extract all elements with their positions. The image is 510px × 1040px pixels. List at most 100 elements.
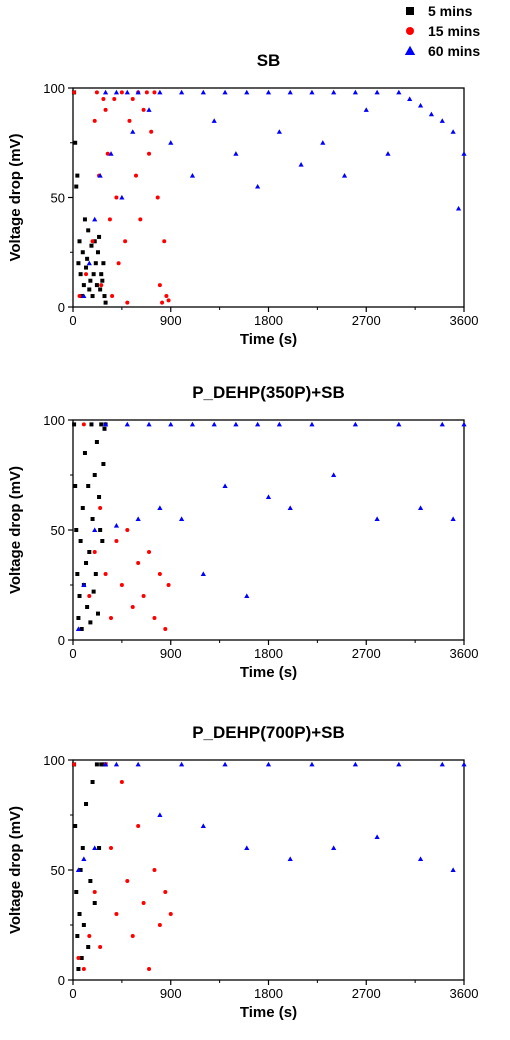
data-point [255,183,261,189]
chart-title: P_DEHP(350P)+SB [192,383,345,402]
data-point [108,151,114,156]
data-point [147,550,152,554]
data-point [374,834,380,839]
data-point [138,217,143,222]
data-point [341,173,348,178]
data-point [125,879,130,883]
data-point [168,912,173,916]
data-point [81,293,87,299]
data-point [78,539,83,543]
data-point [352,761,358,767]
data-point [133,173,138,178]
data-point [93,572,98,576]
data-point [98,506,103,510]
data-point [135,89,141,95]
data-point [455,205,462,211]
data-point [99,422,104,427]
data-point [147,967,152,971]
data-point [119,583,124,587]
x-tick-label: 3600 [450,986,479,1001]
data-point [141,594,146,598]
data-point [77,912,82,916]
data-point [74,184,79,189]
data-point [114,912,119,916]
series [72,762,108,971]
data-point [136,824,141,828]
data-point [82,451,87,455]
data-point [92,901,97,905]
y-axis-label: Voltage drop (mV) [7,806,24,934]
data-point [98,528,103,532]
data-point [78,868,83,872]
data-point [119,194,125,200]
data-point [99,762,104,767]
data-point [450,867,456,872]
data-point [94,90,99,95]
data-point [101,261,106,266]
data-point [92,118,97,123]
data-point [222,483,228,488]
data-point [86,260,92,266]
data-point [100,539,105,543]
data-point [331,845,337,850]
data-point [80,250,85,255]
data-point [255,421,261,427]
data-point [276,129,282,134]
data-point [396,761,402,767]
data-point [90,517,95,521]
data-point [130,129,136,134]
data-point [81,967,86,971]
data-point [88,879,93,883]
data-point [147,151,152,156]
data-point [114,195,119,200]
x-tick-label: 0 [69,986,76,1001]
data-point [92,239,97,244]
data-point [86,228,91,233]
data-point [461,151,467,156]
data-point [155,195,160,200]
data-point [179,761,185,767]
y-axis-label: Voltage drop (mV) [7,466,24,594]
data-point [82,217,87,222]
data-point [157,283,162,288]
data-point [233,151,239,156]
data-point [244,593,250,598]
y-tick-label: 100 [43,81,65,96]
data-point [79,627,84,631]
data-point [87,934,92,938]
data-point [160,300,165,305]
x-tick-label: 0 [69,313,76,328]
x-tick-label: 0 [69,646,76,661]
data-point [189,173,196,178]
x-axis-label: Time (s) [240,1004,297,1021]
data-point [200,571,206,576]
data-point [75,867,82,872]
data-point [287,856,293,861]
data-point [77,594,82,598]
data-point [113,89,120,95]
data-point [88,278,93,283]
data-point [396,89,402,95]
data-point [81,582,87,587]
data-point [81,283,86,288]
data-point [152,616,157,620]
data-point [91,272,96,277]
data-point [97,234,102,239]
data-point [90,780,95,784]
data-point [149,129,154,134]
data-point [95,250,100,255]
data-point [87,287,92,292]
data-point [298,162,304,167]
data-point [461,761,467,767]
data-point [98,287,103,292]
y-tick-label: 50 [51,523,65,538]
data-point [110,294,115,299]
data-point [179,89,185,95]
data-point [309,761,315,767]
data-point [331,89,337,95]
data-point [112,96,117,101]
data-point [97,846,102,850]
data-point [450,516,456,521]
data-point [461,421,467,427]
